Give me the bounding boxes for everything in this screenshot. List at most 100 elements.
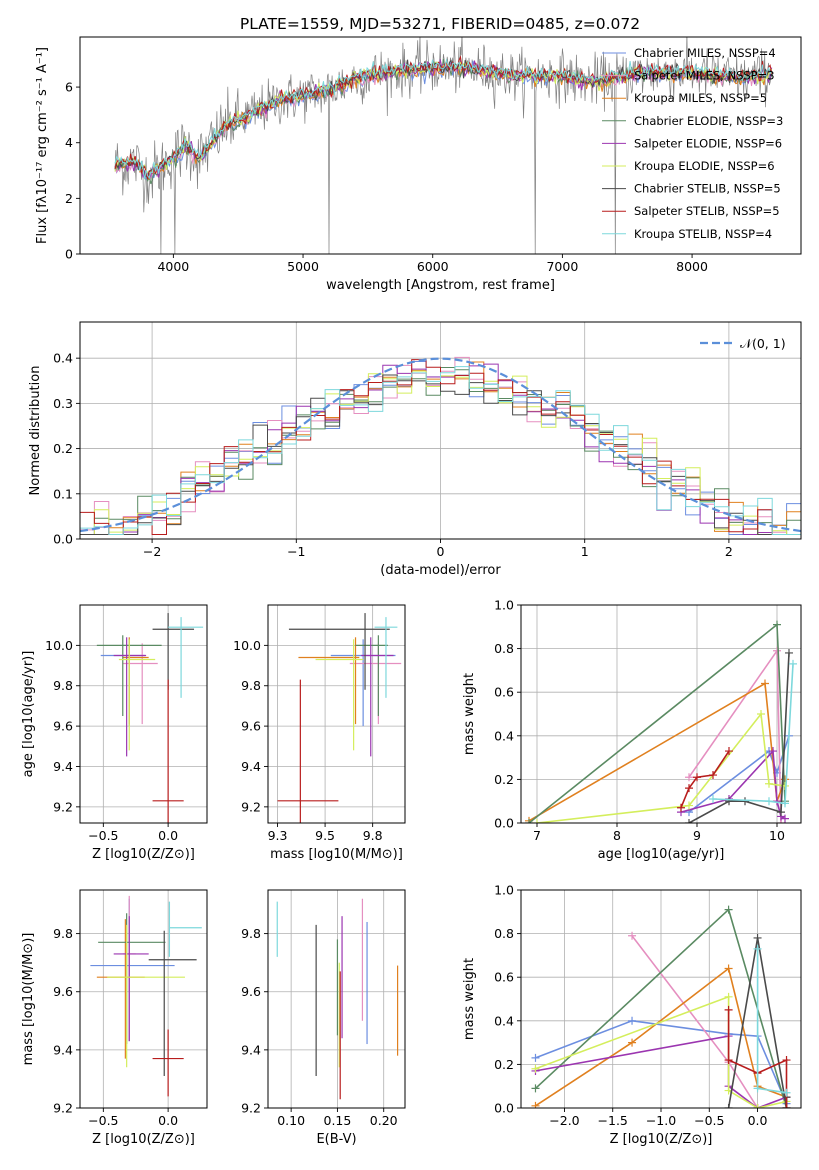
y-tick-label: 4 (65, 135, 73, 150)
weight-point-kroupa-stelib (789, 659, 797, 668)
age_vs_mass-x-axis-label: mass [log10(M/M⊙)] (270, 847, 403, 862)
y-tick-label: 0.2 (494, 1057, 514, 1072)
weight-point-salpeter-miles (685, 773, 693, 782)
weight-point-chabrier-stelib (785, 648, 793, 657)
x-tick-label: 10 (769, 828, 785, 843)
weight-point-salpeter-miles (773, 646, 781, 655)
residuals-panel: −2 −1 0 1 2 0.0 0.1 0.2 0.3 0.4 (data-model)/error… (28, 321, 802, 578)
weight-line-kroupa-miles (528, 682, 786, 822)
weight-point-kroupa-stelib (753, 1084, 762, 1093)
weight-line-salpeter-miles (688, 648, 782, 823)
weight-point-kroupa-elodie (724, 992, 733, 1001)
legend-entry: Kroupa ELODIE, NSSP=6 (634, 159, 775, 173)
x-tick-label: −1 (287, 544, 305, 559)
weight-point-chabrier-stelib (725, 797, 733, 806)
y-tick-label: 0 (65, 247, 73, 262)
weight-line-kroupa-stelib (712, 663, 794, 805)
x-tick-label: 0.15 (324, 1113, 352, 1128)
y-tick-label: 9.8 (241, 926, 261, 941)
x-tick-label: 0.0 (158, 1113, 178, 1128)
y-tick-label: 0.4 (53, 351, 73, 366)
weight-point-chabrier-miles (628, 1016, 637, 1025)
residuals-y-axis-label: Normed distribution (28, 366, 43, 496)
legend-entry: Salpeter MILES, NSSP=3 (634, 69, 775, 83)
x-tick-label: 0 (437, 544, 445, 559)
x-tick-label: 0.0 (748, 1113, 768, 1128)
legend-entry: Chabrier STELIB, NSSP=5 (634, 182, 781, 196)
y-tick-label: 0.4 (494, 1013, 514, 1028)
weight_vs_Z-axes: −2.0 −1.5 −1.0 −0.5 0.0 0.0 0.2 0.4 0.6 0.8 1.0 Z [… (462, 883, 802, 1147)
weight-line-chabrier-elodie (528, 622, 786, 823)
weight-point-chabrier-stelib (724, 1104, 733, 1108)
y-tick-label: 9.4 (53, 759, 73, 774)
weight-point-chabrier-elodie (525, 819, 533, 823)
spectrum-legend: Chabrier MILES, NSSP=4 Salpeter MILES, NS… (602, 46, 783, 241)
ebv-plot-area (276, 898, 399, 1100)
y-tick-label: 9.6 (241, 984, 261, 999)
weight_vs_Z-y-axis-label: mass weight (462, 958, 477, 1040)
weight-point-kroupa-elodie (533, 819, 541, 823)
x-tick-label: 0.0 (158, 828, 178, 843)
x-tick-label: 6000 (417, 259, 449, 274)
weight-point-chabrier-stelib (685, 819, 693, 823)
weight-point-kroupa-elodie (757, 710, 765, 718)
weight-point-salpeter-stelib (724, 1056, 733, 1065)
weight-point-kroupa-miles (531, 1101, 540, 1108)
age_vs_Z-plot-area (96, 613, 204, 823)
weight-point-salpeter-stelib (693, 773, 701, 782)
y-tick-label: 0.1 (53, 486, 73, 501)
mass_vs_Z-plot-area (90, 895, 202, 1097)
spectrum-panel: 4000 5000 6000 7000 8000 0 2 4 6 wavelength [Angs… (35, 36, 802, 293)
weight-point-chabrier-elodie (773, 620, 781, 629)
weight-point-salpeter-stelib (782, 1104, 791, 1108)
age_vs_Z-y-axis-label: age [log10(age/yr)] (21, 651, 36, 778)
ebv-x-axis-label: E(B-V) (316, 1132, 356, 1147)
x-tick-label: −0.5 (694, 1113, 724, 1128)
weight-point-kroupa-elodie (685, 801, 693, 810)
y-tick-label: 9.2 (53, 799, 73, 814)
ebv-axes: 0.10 0.15 0.20 9.2 9.4 9.6 9.8 E(B-V) (241, 889, 406, 1147)
x-tick-label: −2.0 (549, 1113, 579, 1128)
weight-point-kroupa-stelib (782, 1088, 791, 1097)
y-tick-label: 1.0 (494, 598, 514, 613)
x-tick-label: 5000 (287, 259, 319, 274)
x-tick-label: 0.20 (370, 1113, 398, 1128)
residuals-x-axis-label: (data-model)/error (380, 563, 501, 578)
y-tick-label: 9.2 (241, 1101, 261, 1116)
weight-point-salpeter-miles (628, 931, 637, 940)
y-tick-label: 9.8 (241, 678, 261, 693)
y-tick-label: 0.2 (53, 441, 73, 456)
weight-point-salpeter-stelib (709, 771, 717, 780)
y-tick-label: 0.4 (494, 728, 514, 743)
legend-entry: Kroupa STELIB, NSSP=4 (634, 227, 772, 241)
weight_vs_Z-plot-area (531, 905, 791, 1108)
weight-point-kroupa-stelib (753, 944, 762, 953)
legend-entry: Kroupa MILES, NSSP=5 (634, 91, 767, 105)
mass_vs_Z-axes: −0.5 0.0 9.2 9.4 9.6 9.8 Z [log10(Z/Z⊙)] mass [… (21, 889, 208, 1147)
legend-entry: 𝒩(0, 1) (740, 336, 786, 351)
weight-point-salpeter-elodie (769, 747, 777, 756)
legend-entry: Chabrier ELODIE, NSSP=3 (634, 114, 783, 128)
x-tick-label: 1 (581, 544, 589, 559)
y-tick-label: 9.6 (53, 719, 73, 734)
weight_vs_age-y-axis-label: mass weight (462, 673, 477, 755)
weight_vs_age-panel: 7 8 9 10 0.0 0.2 0.4 0.6 0.8 1.0 age [log10(age/yr… (462, 598, 802, 862)
x-tick-label: 7 (533, 828, 541, 843)
weight-point-kroupa-elodie (753, 1104, 762, 1108)
y-tick-label: 9.8 (53, 678, 73, 693)
weight-point-chabrier-elodie (531, 1084, 540, 1093)
weight-point-chabrier-miles (531, 1053, 540, 1062)
age_vs_mass-axes: 9.3 9.5 9.8 9.2 9.4 9.6 9.8 10.0 mass [log10(M/M… (233, 604, 406, 862)
ebv-panel: 0.10 0.15 0.20 9.2 9.4 9.6 9.8 E(B-V) (241, 889, 406, 1147)
y-tick-label: 0.8 (494, 926, 514, 941)
spectrum-axes: 4000 5000 6000 7000 8000 0 2 4 6 wavelength [Angs… (35, 36, 802, 293)
age_vs_Z-axes: −0.5 0.0 9.2 9.4 9.6 9.8 10.0 Z [log10(Z/Z⊙)] ag… (21, 604, 208, 862)
y-tick-label: 9.4 (53, 1042, 73, 1057)
y-tick-label: 0.0 (494, 816, 514, 831)
weight-point-kroupa-stelib (781, 799, 789, 808)
axes-frame (520, 604, 802, 824)
x-tick-label: 2 (725, 544, 733, 559)
mass_vs_Z-y-axis-label: mass [log10(M/M⊙)] (21, 933, 36, 1066)
weight_vs_age-axes: 7 8 9 10 0.0 0.2 0.4 0.6 0.8 1.0 age [log10(age/yr… (462, 598, 802, 862)
